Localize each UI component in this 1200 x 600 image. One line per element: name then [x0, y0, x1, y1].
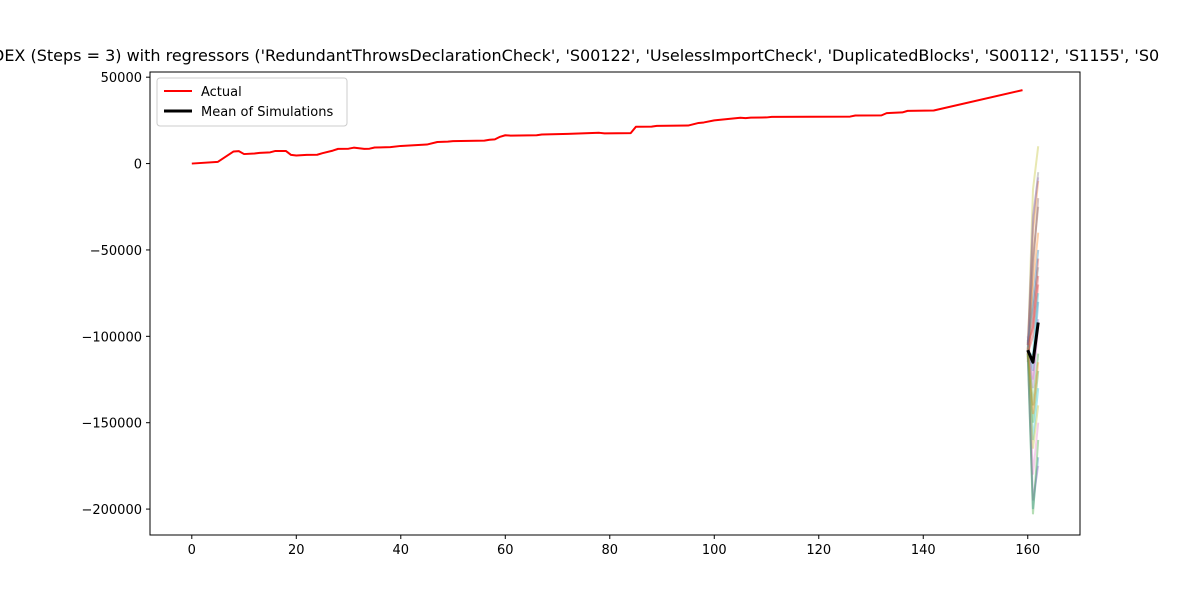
chart-title: DEX (Steps = 3) with regressors ('Redund… [0, 46, 1200, 70]
x-tick-label: 100 [702, 543, 727, 558]
simulation-line [1026, 346, 1040, 449]
x-tick-label: 40 [393, 543, 410, 558]
y-tick-label: −100000 [81, 330, 142, 345]
y-tick-label: 50000 [101, 71, 142, 86]
simulation-line [1026, 249, 1040, 344]
simulation-line [1026, 146, 1040, 356]
y-axis: 50000 0 −50000 −100000 −150000 −200000 [81, 71, 150, 518]
simulation-line [1026, 258, 1040, 358]
actual-line [191, 89, 1023, 165]
simulation-line [1026, 353, 1040, 510]
simulation-line [1026, 198, 1040, 363]
legend: Actual Mean of Simulations [156, 77, 348, 127]
simulation-line [1026, 343, 1040, 441]
simulation-line [1026, 180, 1040, 346]
legend-label-mean: Mean of Simulations [201, 105, 333, 120]
simulation-line [1026, 353, 1040, 515]
x-tick-label: 0 [188, 543, 196, 558]
y-tick-label: −150000 [81, 417, 142, 432]
mean-series-layer [1026, 322, 1040, 364]
x-tick-label: 140 [911, 543, 936, 558]
simulation-line [1026, 267, 1040, 352]
legend-box [156, 77, 348, 127]
simulation-line [1026, 350, 1040, 423]
simulation-line [1026, 284, 1040, 354]
simulation-line [1026, 206, 1040, 346]
x-tick-label: 80 [602, 543, 619, 558]
x-tick-label: 160 [1015, 543, 1040, 558]
x-tick-label: 120 [806, 543, 831, 558]
y-tick-label: −200000 [81, 503, 142, 518]
simulation-line [1026, 177, 1040, 351]
plot-frame [149, 71, 1081, 536]
x-tick-label: 20 [288, 543, 305, 558]
y-tick-label: −50000 [90, 244, 142, 259]
simulation-line [1026, 232, 1040, 359]
simulation-line [1026, 346, 1040, 475]
x-axis: 0 20 40 60 80 100 120 140 160 [188, 535, 1040, 558]
simulation-line [1026, 172, 1040, 356]
simulation-line [1026, 275, 1040, 346]
legend-label-actual: Actual [201, 85, 242, 100]
chart-title-text: DEX (Steps = 3) with regressors ('Redund… [0, 46, 1160, 65]
actual-series-layer [191, 89, 1023, 165]
simulation-line [1026, 339, 1040, 406]
simulation-line [1026, 348, 1040, 415]
mean-of-simulations-line [1026, 322, 1040, 364]
y-tick-label: 0 [134, 158, 142, 173]
simulation-line [1026, 350, 1040, 501]
x-tick-label: 60 [497, 543, 514, 558]
